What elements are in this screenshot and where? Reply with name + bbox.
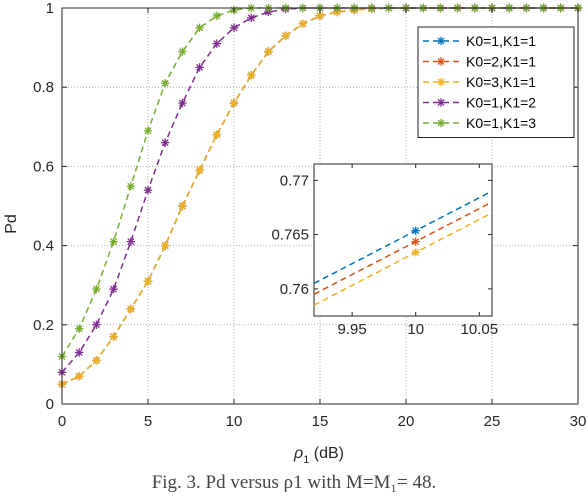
inset-series-K0=3,K1=1 xyxy=(314,212,492,306)
y-tick-label: 0 xyxy=(46,396,54,413)
data-point xyxy=(212,39,221,48)
inset-series-K0=1,K1=1 xyxy=(314,190,492,285)
x-axis-label: ρ1 (dB) xyxy=(293,445,344,466)
data-point xyxy=(75,372,84,381)
data-point xyxy=(247,13,256,23)
data-point xyxy=(109,332,118,341)
legend-marker xyxy=(436,36,446,46)
data-point xyxy=(229,98,239,108)
figure-caption: Fig. 3. Pd versus ρ1 with M=M₁= 48. xyxy=(151,472,437,493)
data-point xyxy=(315,11,325,21)
data-point xyxy=(75,324,84,333)
data-point xyxy=(195,23,204,32)
data-point xyxy=(212,130,221,139)
x-axis-symbol: ρ xyxy=(293,445,303,462)
legend-marker xyxy=(436,118,446,128)
data-point xyxy=(143,277,153,286)
data-point xyxy=(178,47,187,56)
data-point xyxy=(92,284,101,294)
data-point xyxy=(161,79,170,88)
inset-x-tick-label: 10.05 xyxy=(461,321,499,338)
legend-label: K0=3,K1=1 xyxy=(466,74,536,90)
data-point xyxy=(126,182,135,191)
y-tick-label: 0.6 xyxy=(33,158,54,175)
data-point xyxy=(143,185,153,195)
chart: 0 5 10 15 20 25 30 0 0.2 0.4 0.6 0.8 1 9.95 10 10.05 0.… xyxy=(3,0,586,466)
x-tick-label: 25 xyxy=(484,413,501,430)
data-point xyxy=(92,320,101,329)
legend-label: K0=1,K1=2 xyxy=(466,95,536,111)
data-point xyxy=(75,348,84,357)
x-tick-label: 20 xyxy=(398,413,415,430)
data-point xyxy=(195,63,204,72)
data-point xyxy=(229,23,239,32)
y-tick-label: 0.4 xyxy=(33,238,54,255)
data-point xyxy=(92,356,101,365)
inset-series-layer xyxy=(314,190,492,306)
data-point xyxy=(126,304,135,314)
y-axis-label: Pd xyxy=(3,214,20,234)
y-tick-label: 0.8 xyxy=(33,79,54,96)
data-point xyxy=(126,237,135,246)
legend-entry: K0=2,K1=1 xyxy=(423,54,536,70)
inset-data-point xyxy=(411,226,420,235)
inset-series-line xyxy=(314,212,492,306)
inset-series-K0=2,K1=1 xyxy=(314,201,492,295)
data-point xyxy=(109,237,118,246)
legend-marker xyxy=(436,98,446,107)
legend-label: K0=2,K1=1 xyxy=(466,54,536,70)
data-point xyxy=(247,71,256,80)
inset-frame xyxy=(313,163,493,317)
y-tick-label: 0.2 xyxy=(33,317,54,334)
inset-y-tick-label: 0.76 xyxy=(280,281,309,298)
legend-marker xyxy=(436,77,446,87)
x-tick-label: 15 xyxy=(312,413,329,430)
x-axis-unit: (dB) xyxy=(309,445,344,462)
inset-data-point xyxy=(411,237,420,246)
axis-ticks: 0 5 10 15 20 25 30 0 0.2 0.4 0.6 0.8 1 xyxy=(33,0,586,430)
x-tick-label: 30 xyxy=(570,413,587,430)
inset-x-tick-label: 10 xyxy=(407,321,424,338)
x-tick-label: 5 xyxy=(144,413,152,430)
legend-entry: K0=1,K1=1 xyxy=(423,33,536,49)
legend-entry: K0=1,K1=2 xyxy=(423,95,536,111)
data-point xyxy=(161,241,170,250)
legend-label: K0=1,K1=1 xyxy=(466,33,536,49)
legend-label: K0=1,K1=3 xyxy=(466,115,536,131)
data-point xyxy=(264,47,273,56)
inset-x-tick-label: 9.95 xyxy=(338,321,367,338)
data-point xyxy=(212,11,221,21)
data-point xyxy=(143,126,153,135)
x-axis-subscript: 1 xyxy=(303,454,309,466)
x-tick-label: 10 xyxy=(226,413,243,430)
data-point xyxy=(281,31,290,40)
inset-data-point xyxy=(411,248,420,257)
data-point xyxy=(109,284,118,294)
inset-y-tick-label: 0.765 xyxy=(271,227,309,244)
data-point xyxy=(161,138,170,147)
legend-marker xyxy=(436,57,446,66)
y-tick-label: 1 xyxy=(46,0,54,17)
legend-entry: K0=1,K1=3 xyxy=(423,115,536,131)
data-point xyxy=(195,166,204,175)
data-point xyxy=(178,201,187,211)
data-point xyxy=(178,98,187,108)
inset-series-line xyxy=(314,201,492,295)
inset-y-tick-label: 0.77 xyxy=(280,172,309,189)
data-point xyxy=(298,19,307,29)
legend-entry: K0=3,K1=1 xyxy=(423,74,536,90)
x-tick-label: 0 xyxy=(58,413,66,430)
inset-zoom: 9.95 10 10.05 0.76 0.765 0.77 xyxy=(271,163,499,338)
inset-series-line xyxy=(314,190,492,285)
legend: K0=1,K1=1 K0=2,K1=1 K0=3,K1=1 K0=1,K1=2 K0=1… xyxy=(417,26,575,138)
